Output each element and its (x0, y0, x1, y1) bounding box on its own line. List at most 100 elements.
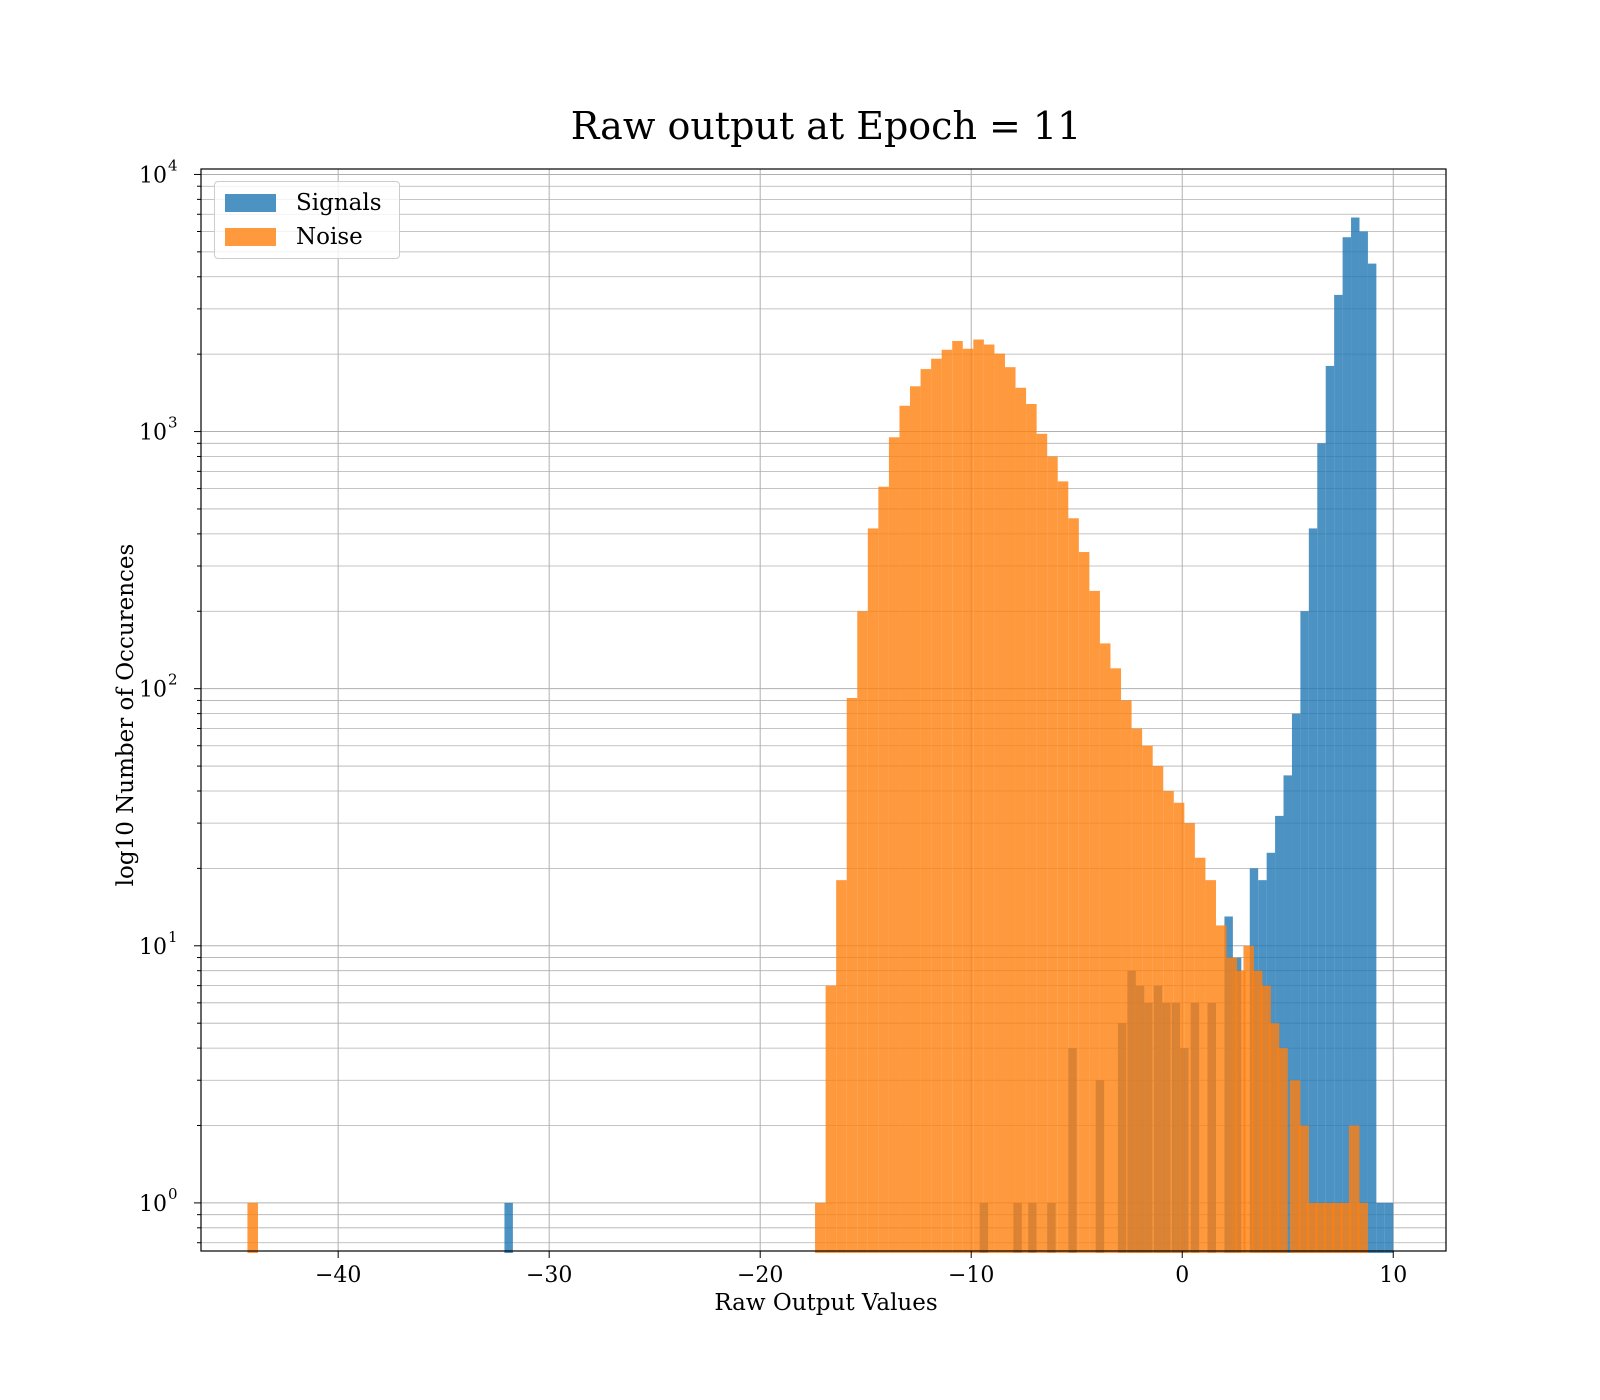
legend-swatch-noise (225, 228, 276, 246)
chart-title: Raw output at Epoch = 11 (570, 104, 1082, 148)
bar-noise (1298, 1125, 1309, 1253)
bar-noise (1173, 802, 1185, 1253)
bar-noise (1357, 1202, 1368, 1253)
bar-noise (1215, 925, 1227, 1253)
bar-noise (846, 697, 858, 1253)
bar-noise (1163, 790, 1174, 1253)
y-tick-exponent: 2 (168, 671, 178, 689)
x-tick-label: −40 (315, 1263, 361, 1288)
x-axis-label: Raw Output Values (714, 1290, 938, 1316)
bar-signals (1367, 263, 1377, 1253)
bar-noise (815, 1202, 826, 1253)
bar-noise (1036, 433, 1048, 1253)
bar-noise (1068, 518, 1079, 1253)
bar-noise (1099, 643, 1111, 1253)
x-tick-label: −10 (948, 1263, 994, 1288)
bar-noise (888, 437, 900, 1254)
bar-noise (1234, 970, 1246, 1253)
bar-noise (1110, 668, 1122, 1253)
bar-noise (1089, 590, 1100, 1253)
y-tick-label: 10 (139, 421, 167, 446)
bar-noise (1289, 1080, 1301, 1253)
bar-noise (920, 369, 932, 1253)
y-tick-label: 10 (139, 1192, 167, 1217)
bar-noise (899, 405, 911, 1254)
bar-noise (962, 348, 974, 1253)
bar-signals (1317, 443, 1326, 1253)
bar-signals (1300, 611, 1309, 1253)
bar-noise (1026, 403, 1037, 1253)
bar-signals (1291, 713, 1301, 1253)
y-tick-exponent: 1 (168, 928, 178, 946)
legend: Signals Noise (214, 181, 400, 259)
bar-signals (1376, 1202, 1385, 1253)
bar-noise (1315, 1202, 1326, 1253)
y-tick-exponent: 4 (168, 156, 178, 174)
bar-noise (1243, 945, 1254, 1253)
legend-label-signals: Signals (296, 190, 382, 216)
bar-noise (867, 528, 879, 1253)
bar-noise (973, 339, 984, 1253)
bar-signals (1342, 237, 1352, 1253)
bar-noise (910, 386, 921, 1254)
bar-noise (1268, 1023, 1280, 1253)
bar-noise (994, 353, 1005, 1253)
bar-noise (931, 358, 942, 1253)
y-tick-exponent: 0 (168, 1185, 178, 1203)
grid-lines (201, 169, 1446, 1251)
bar-noise (825, 985, 837, 1253)
x-tick-label: 0 (1175, 1263, 1189, 1288)
bar-noise (1323, 1202, 1335, 1253)
bar-noise (1194, 857, 1206, 1253)
bar-noise (983, 344, 995, 1254)
series-noise (247, 339, 1368, 1254)
bar-noise (836, 880, 847, 1253)
x-tick-label: −30 (526, 1263, 572, 1288)
bar-noise (1332, 1202, 1343, 1253)
plot-frame (200, 168, 1447, 1252)
bar-noise (1251, 970, 1263, 1253)
bar-noise (1131, 728, 1143, 1253)
bar-noise (1205, 880, 1216, 1253)
bar-noise (1078, 552, 1090, 1253)
bar-noise (1348, 1125, 1360, 1253)
bar-noise (1152, 766, 1164, 1253)
bar-noise (941, 349, 953, 1253)
bar-signals (1283, 775, 1292, 1253)
bar-signals (504, 1202, 513, 1253)
bar-noise (1184, 823, 1195, 1253)
legend-item-noise: Noise (225, 224, 363, 250)
legend-label-noise: Noise (296, 224, 363, 250)
x-tick-label: −20 (737, 1263, 783, 1288)
bar-noise (1340, 1202, 1352, 1253)
legend-swatch-signals (225, 194, 276, 212)
y-tick-label: 10 (139, 678, 167, 703)
bar-noise (952, 341, 963, 1253)
bar-signals (1351, 217, 1360, 1253)
bar-signals (1334, 294, 1343, 1253)
bar-noise (1226, 957, 1238, 1253)
y-tick-label: 10 (139, 163, 167, 188)
bar-noise (1015, 387, 1027, 1253)
bar-signals (1359, 231, 1368, 1253)
bar-noise (857, 611, 868, 1253)
bar-noise (1306, 1202, 1318, 1253)
bar-noise (1004, 367, 1016, 1254)
y-tick-label: 10 (139, 935, 167, 960)
bar-signals (1325, 365, 1335, 1253)
bar-signals (1308, 528, 1318, 1253)
bar-noise (1260, 985, 1271, 1253)
bar-noise (1057, 481, 1069, 1253)
legend-item-signals: Signals (225, 190, 382, 216)
histogram-bars (247, 217, 1394, 1254)
bar-signals (1384, 1202, 1394, 1253)
bar-noise (1121, 700, 1132, 1253)
y-axis-label: log10 Number of Occurences (113, 543, 139, 887)
bar-noise (1047, 456, 1058, 1254)
bar-noise (1142, 745, 1153, 1253)
bar-noise (247, 1202, 258, 1253)
bar-noise (1277, 1048, 1288, 1253)
bar-noise (878, 486, 889, 1253)
